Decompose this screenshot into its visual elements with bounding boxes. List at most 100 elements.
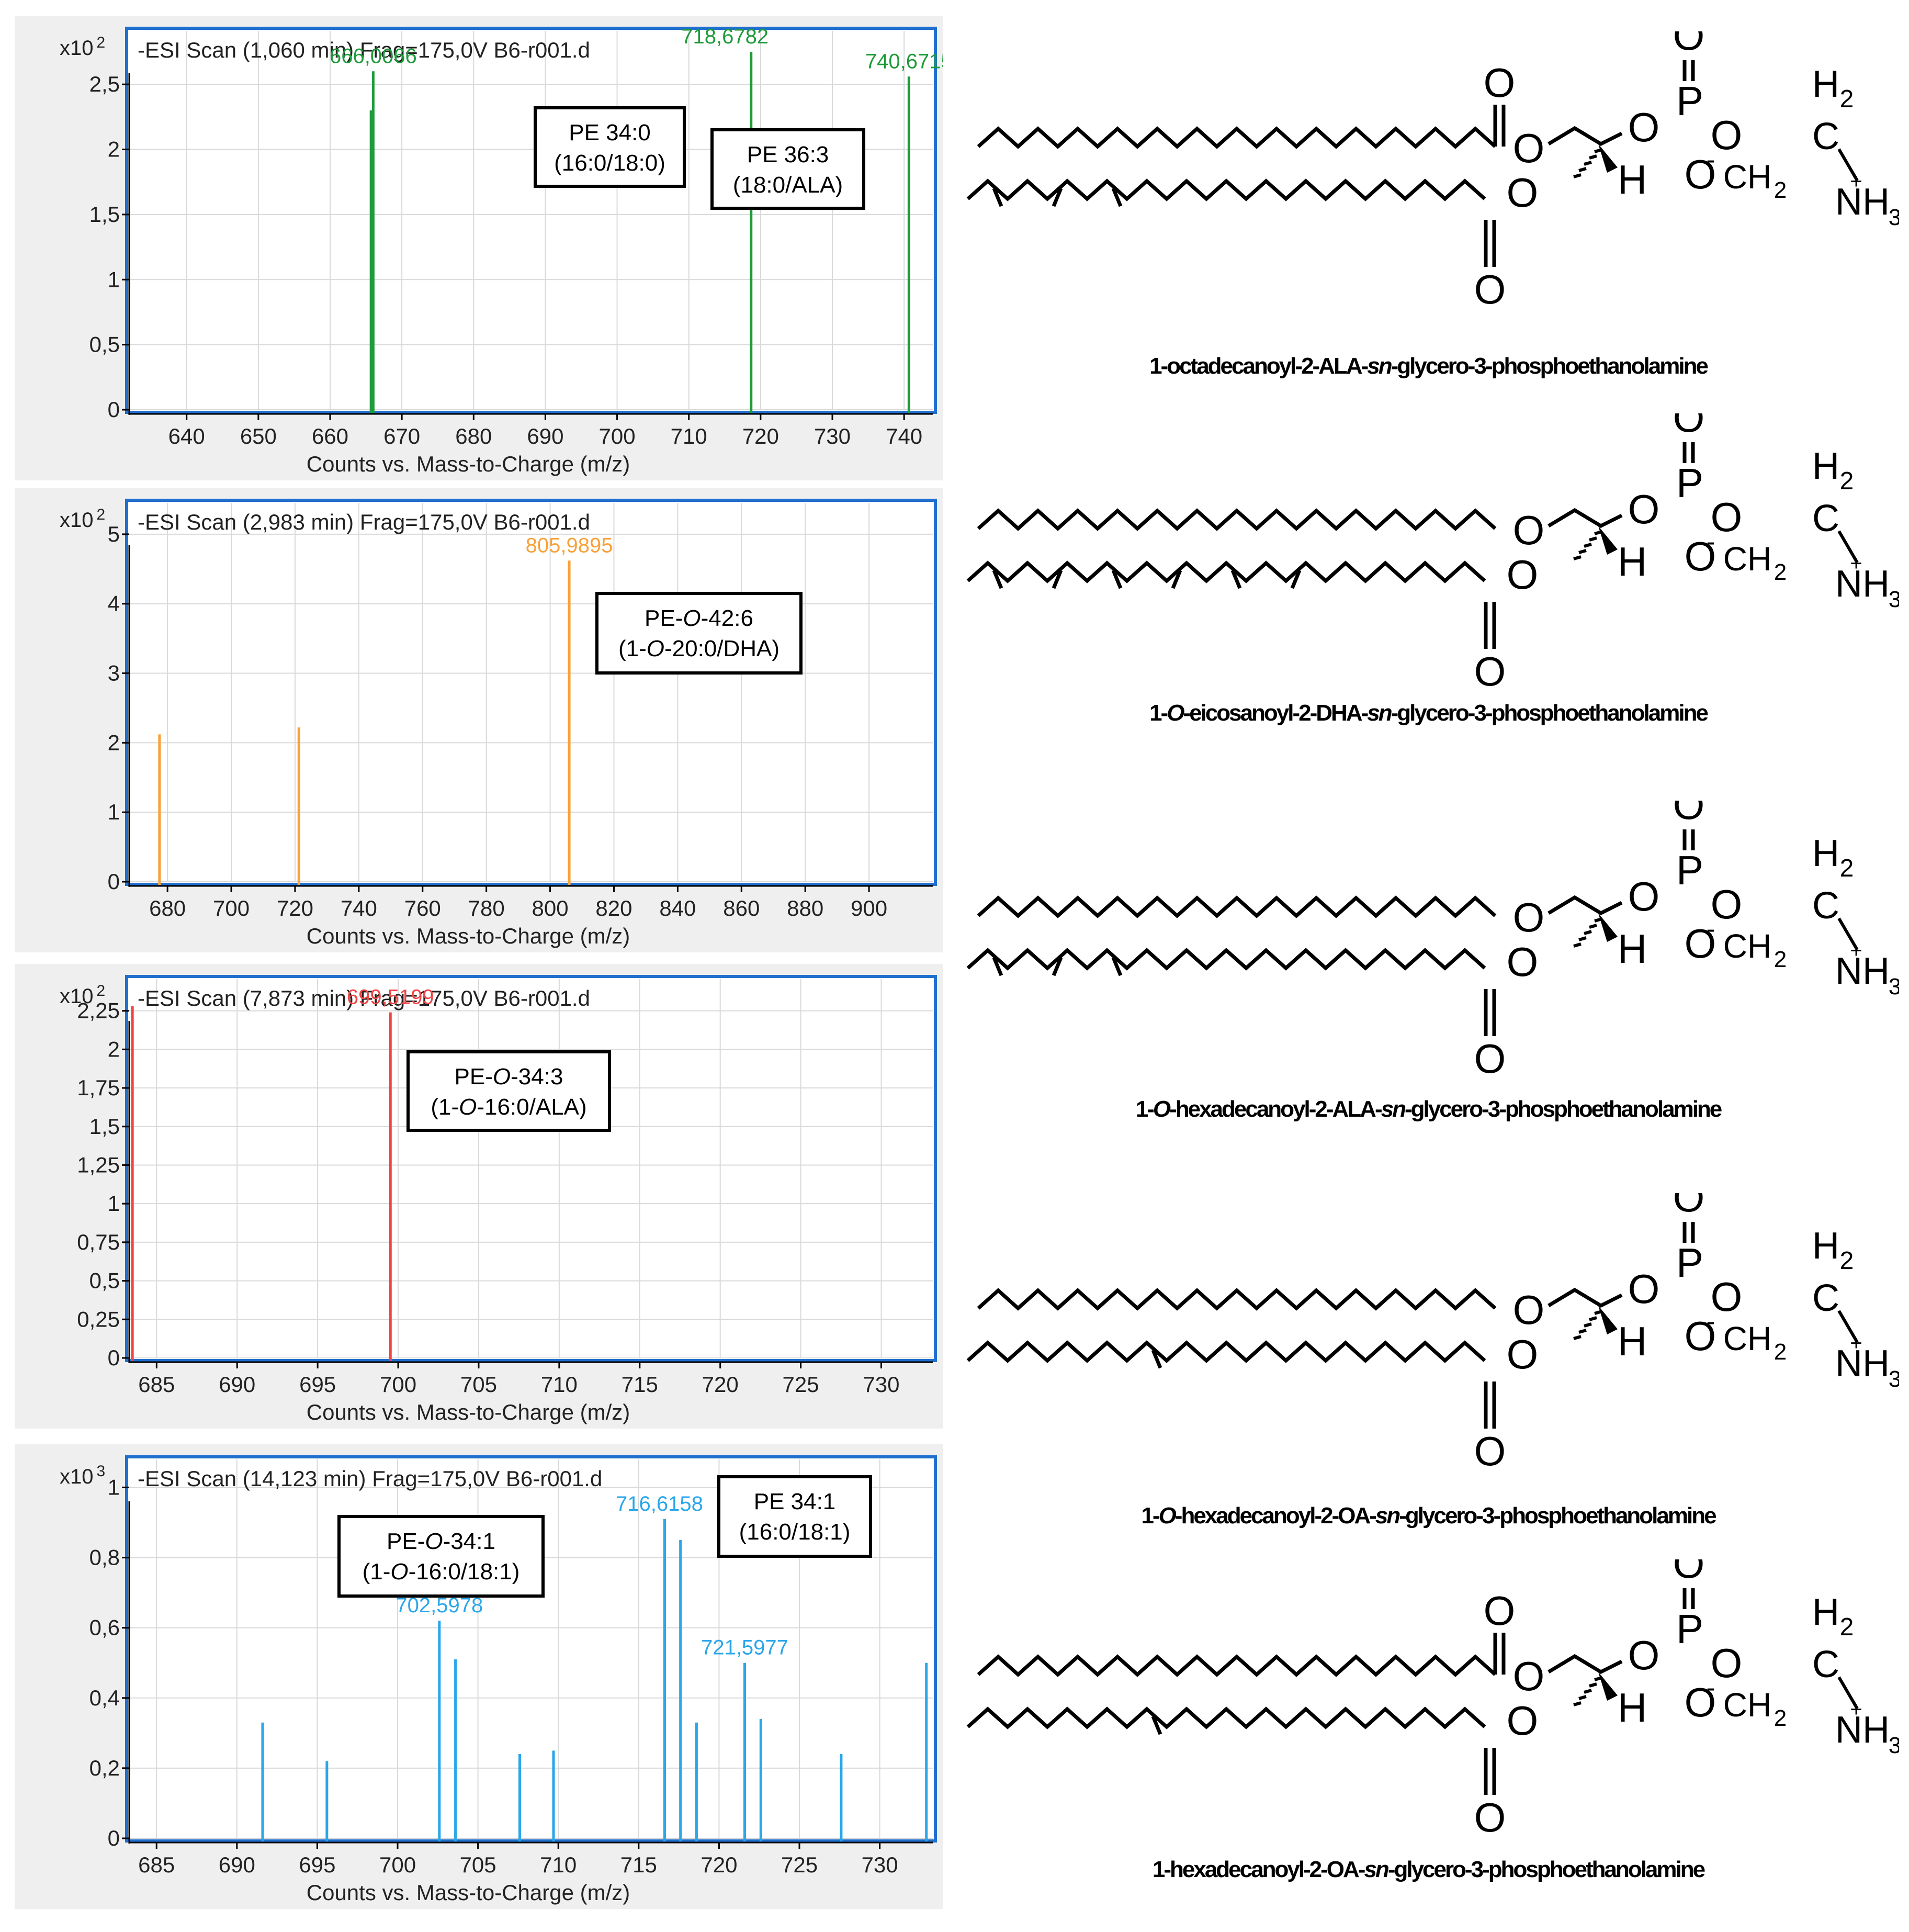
y-tick-label: 0,6 — [89, 1615, 120, 1640]
hash-bond — [1594, 1310, 1602, 1315]
hash-bond — [1594, 530, 1602, 535]
y-tick-label: 0,25 — [77, 1307, 120, 1331]
caption-fragment: 1-octadecanoyl-2-ALA- — [1149, 353, 1369, 379]
oxygen-atom: O — [1711, 881, 1743, 927]
y-tick-label: 2 — [108, 730, 120, 755]
double-bond — [1111, 187, 1123, 207]
x-tick-label: 710 — [541, 1372, 578, 1397]
hash-bond — [1594, 148, 1602, 153]
x-tick-label: 730 — [814, 424, 851, 448]
x-tick-label: 880 — [787, 896, 823, 920]
ester-oxygen: O — [1513, 507, 1545, 553]
peak-label: 805,9895 — [526, 534, 613, 557]
double-bond — [992, 187, 1003, 207]
peak-label: 702,5978 — [396, 1594, 483, 1617]
oxygen-atom: O — [1474, 1794, 1506, 1840]
oxygen-atom: O — [1474, 266, 1506, 312]
peak-label: 721,5977 — [701, 1636, 788, 1659]
lipid-annotation-box — [337, 1515, 545, 1598]
carbon-chain — [977, 895, 1497, 918]
y-tick-label: 0,5 — [89, 332, 120, 357]
chart-title: -ESI Scan (14,123 min) Frag=175,0V B6-r0… — [138, 1466, 602, 1491]
caption-fragment: -glycero-3-phosphoethanolamine — [1391, 700, 1709, 726]
x-tick-label: 740 — [341, 896, 377, 920]
carbon-chain — [966, 560, 1486, 583]
spectrum-chart-2: 680 700 720 740 760 780 800 820 840 860 880 900 0 1 2 3… — [60, 499, 937, 948]
phosphorus-atom: P — [1676, 847, 1703, 893]
ester-oxygen: O — [1507, 939, 1539, 985]
x-tick-label: 725 — [783, 1372, 819, 1397]
carbon-chain — [977, 1654, 1497, 1677]
hydrogen-atom: H — [1618, 538, 1647, 585]
ester-oxygen: O — [1513, 1653, 1545, 1699]
x-tick-label: 680 — [455, 424, 492, 448]
oxygen-atom: O — [1484, 1588, 1516, 1634]
charge-minus: - — [1707, 527, 1715, 556]
peak-label: 718,6782 — [681, 25, 769, 48]
glycerol-backbone — [1547, 126, 1623, 146]
ester-oxygen: O — [1507, 170, 1539, 216]
structure-caption-3: 1-O-hexadecanoyl-2-ALA-sn-glycero-3-phos… — [957, 1096, 1899, 1122]
lipid-annotation-box — [406, 1050, 611, 1132]
x-tick-label: 720 — [701, 1852, 737, 1877]
lipid-annotation-box — [534, 106, 686, 188]
plot-area — [125, 27, 937, 414]
charge-minus: - — [1707, 914, 1715, 943]
c-n-bond — [1837, 917, 1859, 951]
lipid-annotation-text: PE 34:1 — [754, 1489, 836, 1514]
x-tick-label: 720 — [702, 1372, 739, 1397]
ch2-group: CH — [1723, 1686, 1771, 1724]
double-bond — [1290, 569, 1302, 589]
x-tick-label: 660 — [312, 424, 348, 448]
y-tick-label: 1 — [108, 267, 120, 291]
charge-plus: + — [1850, 552, 1862, 575]
x-tick-label: 720 — [277, 896, 313, 920]
caption-fragment: sn — [1367, 700, 1392, 726]
y-tick-label: 1 — [108, 1191, 120, 1216]
subscript: 2 — [1840, 1247, 1854, 1275]
y-tick-label: 1,5 — [89, 202, 120, 227]
hash-bond — [1589, 154, 1597, 160]
y-tick-label: 1,75 — [77, 1075, 120, 1100]
ester-oxygen: O — [1507, 552, 1539, 598]
caption-fragment: O — [1153, 1096, 1171, 1122]
peak-label: 740,6715 — [865, 50, 943, 73]
carbon-chain — [977, 126, 1497, 149]
y-tick-label: 0,5 — [89, 1268, 120, 1293]
lipid-annotation-box — [710, 128, 865, 210]
oxygen-atom: O — [1673, 1559, 1705, 1587]
peak-label: 716,6158 — [616, 1492, 703, 1515]
hydrogen-atom: H — [1812, 833, 1839, 874]
x-tick-label: 685 — [138, 1852, 175, 1877]
hydrogen-atom: H — [1618, 926, 1647, 972]
charge-plus: + — [1850, 939, 1862, 962]
caption-fragment: sn — [1364, 1857, 1389, 1882]
oxygen-atom: O — [1673, 801, 1705, 828]
hash-bond — [1573, 1335, 1582, 1340]
y-tick-label: 2,5 — [89, 72, 120, 96]
ch2-group: CH — [1723, 927, 1771, 965]
y-tick-label: 0,4 — [89, 1686, 120, 1710]
hydrogen-atom: H — [1618, 1318, 1647, 1364]
hydrogen-atom: H — [1618, 156, 1647, 203]
x-tick-label: 710 — [671, 424, 707, 448]
caption-fragment: sn — [1367, 353, 1392, 379]
subscript: 3 — [1889, 587, 1899, 612]
x-tick-label: 690 — [219, 1372, 255, 1397]
carbon-atom: C — [1812, 1644, 1839, 1686]
lipid-annotation-text: (1-O-16:0/18:1) — [363, 1559, 520, 1585]
structure-caption-2: 1-O-eicosanoyl-2-DHA-sn-glycero-3-phosph… — [957, 700, 1899, 726]
hash-bond — [1589, 1682, 1597, 1688]
x-tick-label: 685 — [138, 1372, 175, 1397]
hash-bond — [1589, 924, 1597, 929]
peak-label: 666,0066 — [330, 44, 417, 68]
spectrum-panel-1: 640 650 660 670 680 690 700 710 720 730 740 0 0,5 1 1,… — [15, 16, 943, 480]
lipid-annotation-text: PE 36:3 — [747, 142, 829, 167]
oxygen-atom: O — [1673, 1193, 1705, 1220]
hydrogen-atom: H — [1618, 1684, 1647, 1731]
glycerol-backbone — [1547, 1287, 1623, 1308]
spectrum-chart-4: 685 690 695 700 705 710 715 720 725 730 0 0,2 0,4 0,6… — [60, 1455, 937, 1905]
x-tick-label: 715 — [620, 1852, 657, 1877]
x-axis-label: Counts vs. Mass-to-Charge (m/z) — [307, 452, 630, 476]
